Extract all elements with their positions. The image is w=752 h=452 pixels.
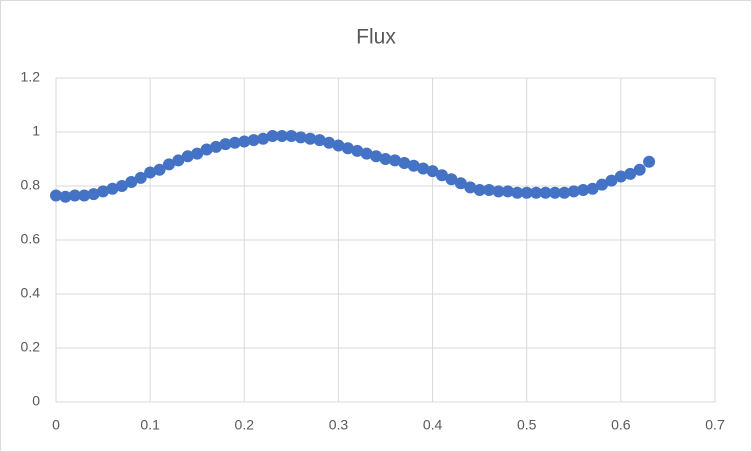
x-tick-label: 0.4 <box>423 417 443 433</box>
x-tick-label: 0.3 <box>329 417 349 433</box>
point <box>134 171 147 184</box>
x-tick-label: 0.1 <box>140 417 160 433</box>
y-tick-label: 0.8 <box>21 177 41 193</box>
y-tick-label: 1.2 <box>21 69 41 85</box>
x-tick-label: 0.2 <box>235 417 255 433</box>
y-tick-label: 0 <box>32 393 40 409</box>
y-tick-label: 0.6 <box>21 231 41 247</box>
y-tick-label: 1 <box>32 123 40 139</box>
point <box>633 163 646 176</box>
chart-title: Flux <box>356 26 396 49</box>
x-tick-label: 0 <box>52 417 60 433</box>
x-tick-label: 0.5 <box>517 417 537 433</box>
y-tick-label: 0.4 <box>21 285 41 301</box>
point <box>643 155 656 168</box>
point <box>153 163 166 176</box>
x-tick-label: 0.7 <box>705 417 725 433</box>
x-tick-label: 0.6 <box>611 417 631 433</box>
y-tick-label: 0.2 <box>21 339 41 355</box>
